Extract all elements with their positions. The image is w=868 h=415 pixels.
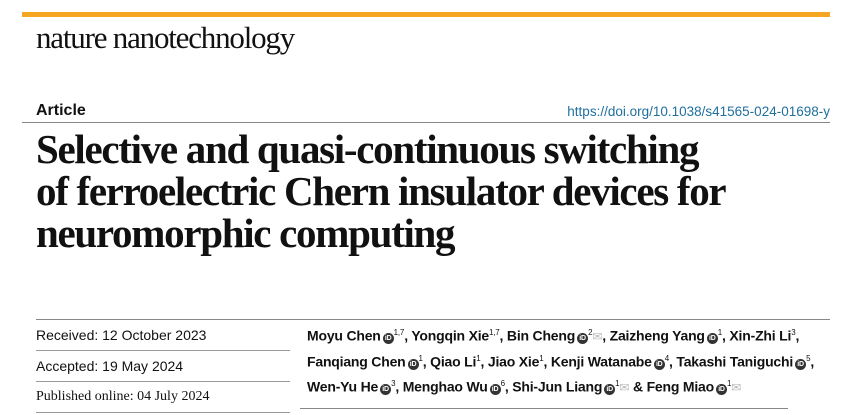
author-name[interactable]: Fanqiang Chen [307,353,406,370]
author-name[interactable]: Qiao Li [430,353,477,370]
author-name[interactable]: Moyu Chen [307,327,381,344]
title-line: Selective and quasi-continuous switching [36,126,700,172]
affiliation[interactable]: 1,7 [393,328,405,337]
affiliation[interactable]: 6 [500,379,505,389]
divider [300,408,788,409]
doi-link[interactable]: https://doi.org/10.1038/s41565-024-01698… [567,104,830,119]
affiliation[interactable]: 3 [791,328,796,337]
affiliation[interactable]: 1 [717,328,723,337]
orcid-icon[interactable]: iD [706,332,718,344]
author-name[interactable]: Menghao Wu [402,378,488,395]
separator: , [422,353,431,370]
separator: , [722,327,730,344]
affiliation[interactable]: 1 [476,354,481,364]
orcid-icon[interactable]: iD [382,332,394,344]
separator: , [602,327,610,344]
affiliation[interactable]: 1 [539,354,544,364]
article-type: Article [36,102,86,119]
separator: & [629,378,647,395]
author-name[interactable]: Zaizheng Yang [609,327,705,344]
orcid-icon[interactable]: iD [716,383,727,395]
separator: , [480,353,488,370]
affiliation[interactable]: 1 [615,379,620,389]
orcid-icon[interactable]: iD [489,383,501,395]
title-line: of ferroelectric Chern insulator devices… [36,168,727,214]
author-name[interactable]: Bin Cheng [506,327,576,344]
accent-bar [22,12,830,17]
affiliation[interactable]: 5 [806,354,811,364]
article-title: Selective and quasi-continuous switching… [36,128,836,254]
separator: , [404,327,412,344]
mail-icon[interactable]: ✉ [592,329,603,344]
author-name[interactable]: Xin-Zhi Li [729,327,792,344]
mail-icon[interactable]: ✉ [619,380,630,395]
mail-icon[interactable]: ✉ [731,380,742,395]
affiliation[interactable]: 3 [391,379,396,389]
divider [22,122,830,123]
separator: , [669,353,677,370]
accepted-date: Accepted: 19 May 2024 [36,351,290,382]
author-name[interactable]: Feng Miao [646,378,715,395]
author-list: Moyu Chen iD1,7, Yongqin Xie1,7, Bin Chen… [307,322,827,399]
affiliation[interactable]: 2 [588,328,593,337]
author-name[interactable]: Takashi Taniguchi [676,353,794,370]
affiliation[interactable]: 1,7 [488,328,500,337]
orcid-icon[interactable]: iD [407,358,419,370]
journal-logo: nature nanotechnology [36,20,295,55]
author-name[interactable]: Jiao Xie [487,353,540,370]
title-line: neuromorphic computing [36,210,456,256]
affiliation[interactable]: 1 [418,354,423,364]
divider [36,319,830,320]
orcid-icon[interactable]: iD [653,358,665,370]
separator: , [795,327,800,344]
separator: , [499,327,507,344]
orcid-icon[interactable]: iD [604,383,616,395]
affiliation[interactable]: 1 [727,379,732,389]
affiliation[interactable]: 4 [664,354,669,364]
published-date: Published online: 04 July 2024 [36,382,290,413]
separator: , [395,378,403,395]
separator: , [810,353,815,370]
orcid-icon[interactable]: iD [380,383,392,395]
author-name[interactable]: Shi-Jun Liang [512,378,603,395]
received-date: Received: 12 October 2023 [36,320,290,351]
separator: , [543,353,551,370]
author-name[interactable]: Wen-Yu He [307,378,379,395]
orcid-icon[interactable]: iD [577,332,589,344]
separator: , [504,378,513,395]
author-name[interactable]: Kenji Watanabe [550,353,652,370]
dates: Received: 12 October 2023 Accepted: 19 M… [36,320,290,413]
author-name[interactable]: Yongqin Xie [411,327,489,344]
orcid-icon[interactable]: iD [795,358,807,370]
